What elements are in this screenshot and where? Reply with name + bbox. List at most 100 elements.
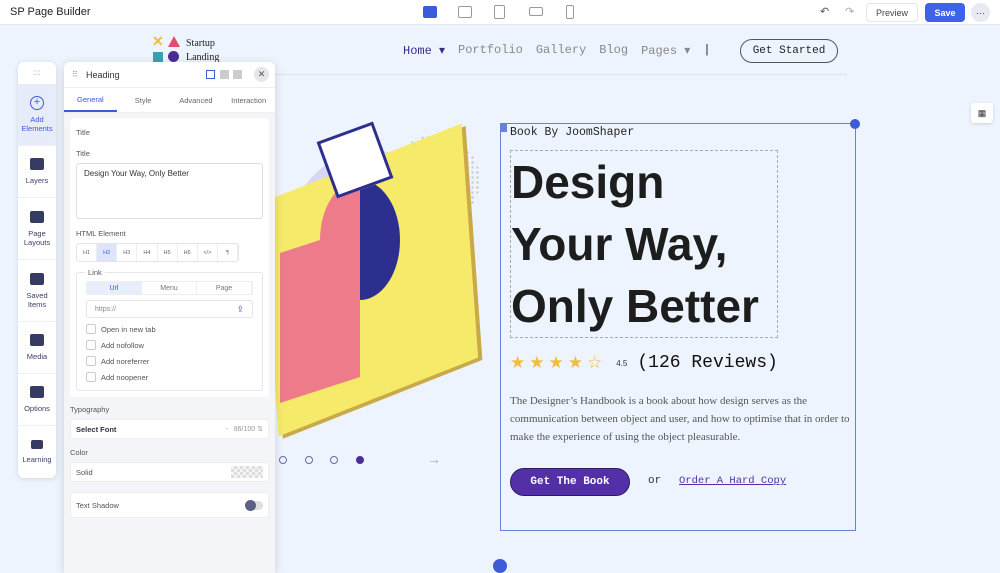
- slide-dot-2[interactable]: [305, 456, 313, 464]
- dock-left-icon[interactable]: [220, 70, 229, 79]
- text-shadow-toggle[interactable]: [245, 499, 263, 511]
- column-options-icon[interactable]: [850, 119, 860, 129]
- link-type-page[interactable]: Page: [197, 282, 252, 294]
- sidebar-item-options[interactable]: Options: [18, 374, 56, 426]
- column-handle-icon[interactable]: [500, 123, 507, 132]
- tag-h3[interactable]: H3: [117, 244, 138, 261]
- tablet-landscape-device-icon[interactable]: [458, 6, 472, 18]
- redo-icon[interactable]: ↷: [845, 6, 855, 18]
- tablet-device-icon[interactable]: [494, 5, 505, 19]
- more-button[interactable]: ···: [971, 3, 990, 22]
- star-half-icon: ☆: [587, 353, 603, 372]
- nav-divider: |: [703, 43, 711, 57]
- rating-row: ★ ★ ★ ★ ☆ 4.5 (126 Reviews): [510, 353, 778, 373]
- panel-tabs: General Style Advanced Interaction: [64, 88, 275, 113]
- sidebar-item-learning[interactable]: Learning: [18, 426, 56, 478]
- tag-p[interactable]: ¶: [218, 244, 238, 261]
- nofollow-checkbox[interactable]: Add nofollow: [86, 340, 253, 350]
- order-hard-copy-link[interactable]: Order A Hard Copy: [679, 475, 787, 487]
- nav-home[interactable]: Home ▾: [403, 44, 446, 58]
- nav-gallery[interactable]: Gallery: [535, 43, 587, 57]
- get-the-book-button[interactable]: Get The Book: [510, 468, 630, 496]
- close-icon[interactable]: ✕: [254, 67, 269, 82]
- detach-panel-icon[interactable]: [206, 70, 215, 79]
- tag-h4[interactable]: H4: [137, 244, 158, 261]
- upload-icon[interactable]: ⇪: [236, 303, 244, 314]
- top-toolbar: SP Page Builder ↶ ↷ Preview Save ···: [0, 0, 1000, 25]
- box-icon: [30, 272, 44, 285]
- layers-icon: [30, 158, 44, 170]
- slide-dot-3[interactable]: [330, 456, 338, 464]
- slide-dot-4[interactable]: [356, 456, 364, 464]
- logo-shapes-icon: ✕: [152, 35, 182, 62]
- sidebar-item-add-elements[interactable]: + Add Elements: [18, 84, 56, 146]
- mobile-device-icon[interactable]: [566, 5, 574, 19]
- review-count: (126 Reviews): [637, 353, 778, 373]
- tab-advanced[interactable]: Advanced: [179, 95, 213, 105]
- tag-div[interactable]: </>: [198, 244, 218, 261]
- star-full-icon: ★: [567, 353, 583, 372]
- link-group: Link Url Menu Page https://⇪ Open in new…: [76, 268, 263, 391]
- hero-heading[interactable]: Design Your Way, Only Better: [510, 150, 778, 338]
- desktop-device-icon[interactable]: [423, 6, 437, 18]
- nav-blog[interactable]: Blog: [599, 43, 629, 57]
- mobile-landscape-device-icon[interactable]: [529, 7, 543, 16]
- add-section-button[interactable]: [493, 559, 507, 573]
- app-title: SP Page Builder: [10, 6, 91, 18]
- tab-interaction[interactable]: Interaction: [231, 95, 267, 105]
- color-picker[interactable]: Solid: [70, 462, 269, 482]
- slide-dot-1[interactable]: [279, 456, 287, 464]
- tag-h6[interactable]: H6: [178, 244, 198, 261]
- panel-title: Heading: [86, 69, 120, 80]
- color-label: Color: [70, 448, 88, 457]
- or-text: or: [648, 475, 662, 487]
- book-illustration: [250, 110, 480, 437]
- nav-pages[interactable]: Pages ▾: [641, 44, 691, 58]
- get-started-button[interactable]: Get Started: [740, 39, 838, 63]
- dock-right-icon[interactable]: [233, 70, 242, 79]
- html-element-selector: H1 H2 H3 H4 H5 H6 </> ¶: [76, 243, 239, 262]
- noreferrer-checkbox[interactable]: Add noreferrer: [86, 356, 253, 366]
- title-textarea[interactable]: Design Your Way, Only Better: [76, 163, 263, 219]
- html-element-label: HTML Element: [76, 229, 126, 238]
- plus-circle-icon: +: [30, 96, 44, 110]
- font-selector[interactable]: Select Font - 86/100 ⇅: [70, 419, 269, 439]
- hero-description: The Designer’s Handbook is a book about …: [510, 395, 850, 443]
- tab-general[interactable]: General: [64, 88, 117, 112]
- tab-style[interactable]: Style: [134, 95, 152, 105]
- next-arrow-icon[interactable]: →: [427, 451, 441, 467]
- sidebar-item-page-layouts[interactable]: Page Layouts: [18, 198, 56, 260]
- layout-icon: [30, 210, 44, 223]
- hero-content-column[interactable]: Book By JoomShaper Design Your Way, Only…: [500, 119, 860, 531]
- tag-h5[interactable]: H5: [158, 244, 178, 261]
- link-type-url[interactable]: Url: [87, 282, 142, 294]
- builder-sidebar: ::: + Add Elements Layers Page Layouts Sa…: [18, 62, 56, 478]
- panel-drag-handle[interactable]: ⠿: [72, 70, 78, 79]
- preview-button[interactable]: Preview: [866, 3, 918, 22]
- open-new-tab-checkbox[interactable]: Open in new tab: [86, 324, 253, 334]
- nav-divider-line: [255, 74, 847, 75]
- star-full-icon: ★: [548, 353, 564, 372]
- sidebar-item-layers[interactable]: Layers: [18, 146, 56, 198]
- tag-h2[interactable]: H2: [97, 244, 118, 261]
- section-settings-button[interactable]: ▦: [971, 103, 993, 123]
- tag-h1[interactable]: H1: [77, 244, 98, 261]
- star-full-icon: ★: [510, 353, 526, 372]
- sidebar-item-saved-items[interactable]: Saved Items: [18, 260, 56, 322]
- undo-icon[interactable]: ↶: [820, 6, 830, 18]
- sidebar-drag-handle[interactable]: :::: [33, 68, 41, 77]
- save-button[interactable]: Save: [925, 3, 965, 22]
- star-full-icon: ★: [529, 353, 545, 372]
- url-input[interactable]: https://⇪: [86, 300, 253, 318]
- heading-settings-panel: ⠿ Heading ✕ General Style Advanced Inter…: [64, 62, 275, 573]
- nav-portfolio[interactable]: Portfolio: [458, 43, 523, 57]
- section-title: Title: [76, 128, 90, 137]
- noopener-checkbox[interactable]: Add noopener: [86, 372, 253, 382]
- link-type-menu[interactable]: Menu: [142, 282, 197, 294]
- title-label: Title: [76, 149, 90, 158]
- logo-line-2: Landing: [186, 52, 220, 63]
- text-shadow-row: Text Shadow: [70, 492, 269, 518]
- sidebar-item-media[interactable]: Media: [18, 322, 56, 374]
- site-nav: Home ▾ Portfolio Gallery Blog Pages ▾ |: [403, 43, 711, 58]
- link-label: Link: [85, 268, 105, 277]
